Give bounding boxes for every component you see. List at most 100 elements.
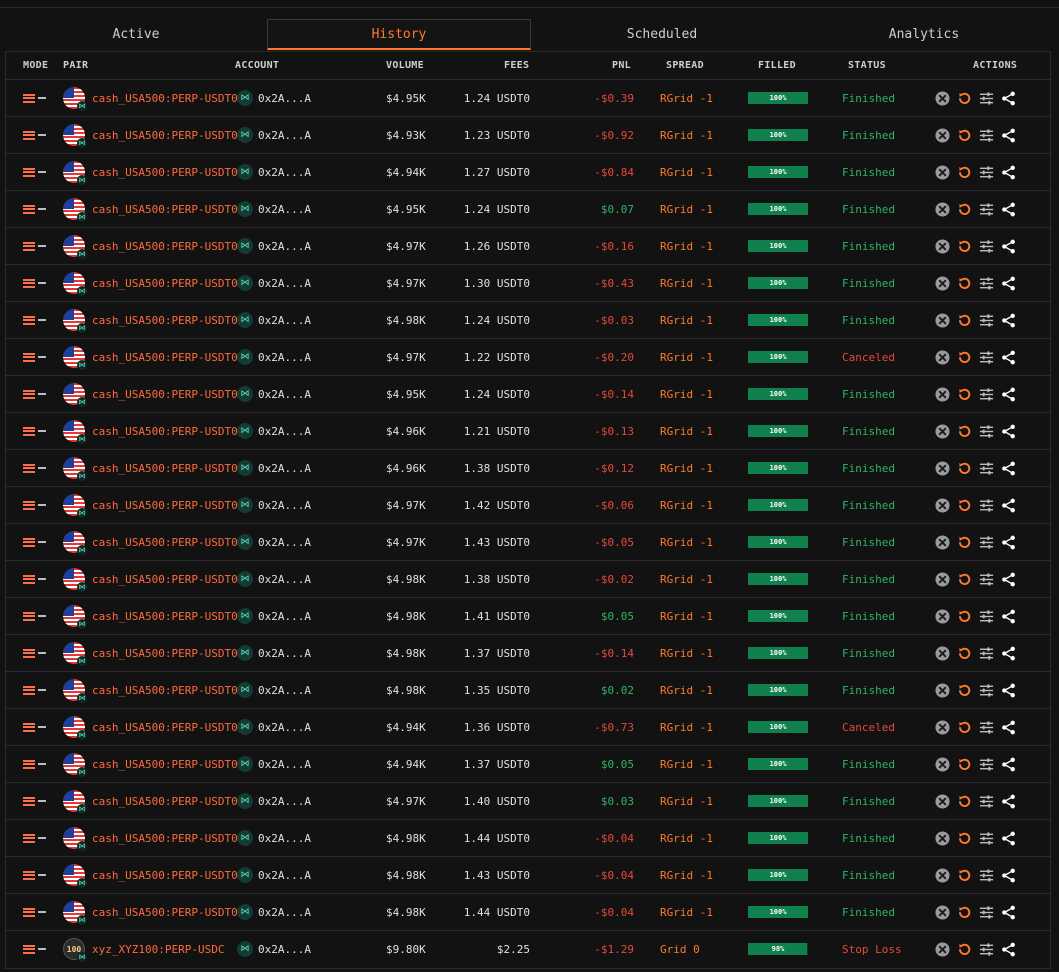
cancel-icon[interactable] bbox=[934, 571, 950, 587]
table-row[interactable]: ⋈ cash_USA500:PERP-USDT0 ⋈ 0x2A...A $4.9… bbox=[6, 561, 1050, 598]
restart-icon[interactable] bbox=[956, 460, 972, 476]
account-cell[interactable]: ⋈ 0x2A...A bbox=[237, 894, 311, 930]
restart-icon[interactable] bbox=[956, 201, 972, 217]
cancel-icon[interactable] bbox=[934, 645, 950, 661]
share-icon[interactable] bbox=[1000, 941, 1016, 957]
restart-icon[interactable] bbox=[956, 423, 972, 439]
restart-icon[interactable] bbox=[956, 127, 972, 143]
account-address[interactable]: 0x2A...A bbox=[258, 757, 311, 771]
account-cell[interactable]: ⋈ 0x2A...A bbox=[237, 746, 311, 782]
share-icon[interactable] bbox=[1000, 460, 1016, 476]
account-address[interactable]: 0x2A...A bbox=[258, 313, 311, 327]
settings-sliders-icon[interactable] bbox=[978, 608, 994, 624]
pair-cell[interactable]: ⋈ cash_USA500:PERP-USDT0 bbox=[63, 376, 238, 412]
settings-sliders-icon[interactable] bbox=[978, 423, 994, 439]
pair-name[interactable]: cash_USA500:PERP-USDT0 bbox=[92, 757, 238, 771]
tab-analytics[interactable]: Analytics bbox=[888, 27, 960, 42]
share-icon[interactable] bbox=[1000, 904, 1016, 920]
restart-icon[interactable] bbox=[956, 571, 972, 587]
share-icon[interactable] bbox=[1000, 645, 1016, 661]
pair-name[interactable]: cash_USA500:PERP-USDT0 bbox=[92, 128, 238, 142]
pair-name[interactable]: cash_USA500:PERP-USDT0 bbox=[92, 905, 238, 919]
account-cell[interactable]: ⋈ 0x2A...A bbox=[237, 561, 311, 597]
account-address[interactable]: 0x2A...A bbox=[258, 424, 311, 438]
share-icon[interactable] bbox=[1000, 719, 1016, 735]
account-cell[interactable]: ⋈ 0x2A...A bbox=[237, 191, 311, 227]
share-icon[interactable] bbox=[1000, 127, 1016, 143]
pair-name[interactable]: cash_USA500:PERP-USDT0 bbox=[92, 498, 238, 512]
table-row[interactable]: ⋈ cash_USA500:PERP-USDT0 ⋈ 0x2A...A $4.9… bbox=[6, 894, 1050, 931]
cancel-icon[interactable] bbox=[934, 386, 950, 402]
account-address[interactable]: 0x2A...A bbox=[258, 646, 311, 660]
account-address[interactable]: 0x2A...A bbox=[258, 609, 311, 623]
restart-icon[interactable] bbox=[956, 756, 972, 772]
restart-icon[interactable] bbox=[956, 682, 972, 698]
table-row[interactable]: ⋈ cash_USA500:PERP-USDT0 ⋈ 0x2A...A $4.9… bbox=[6, 228, 1050, 265]
table-row[interactable]: ⋈ cash_USA500:PERP-USDT0 ⋈ 0x2A...A $4.9… bbox=[6, 339, 1050, 376]
account-cell[interactable]: ⋈ 0x2A...A bbox=[237, 302, 311, 338]
account-cell[interactable]: ⋈ 0x2A...A bbox=[237, 450, 311, 486]
account-cell[interactable]: ⋈ 0x2A...A bbox=[237, 80, 311, 116]
restart-icon[interactable] bbox=[956, 830, 972, 846]
share-icon[interactable] bbox=[1000, 534, 1016, 550]
cancel-icon[interactable] bbox=[934, 793, 950, 809]
settings-sliders-icon[interactable] bbox=[978, 460, 994, 476]
column-header-spread[interactable]: SPREAD bbox=[666, 60, 704, 71]
share-icon[interactable] bbox=[1000, 571, 1016, 587]
restart-icon[interactable] bbox=[956, 645, 972, 661]
settings-sliders-icon[interactable] bbox=[978, 164, 994, 180]
cancel-icon[interactable] bbox=[934, 238, 950, 254]
account-address[interactable]: 0x2A...A bbox=[258, 868, 311, 882]
settings-sliders-icon[interactable] bbox=[978, 497, 994, 513]
pair-name[interactable]: cash_USA500:PERP-USDT0 bbox=[92, 794, 238, 808]
settings-sliders-icon[interactable] bbox=[978, 645, 994, 661]
account-cell[interactable]: ⋈ 0x2A...A bbox=[237, 265, 311, 301]
pair-cell[interactable]: ⋈ cash_USA500:PERP-USDT0 bbox=[63, 524, 238, 560]
account-address[interactable]: 0x2A...A bbox=[258, 794, 311, 808]
settings-sliders-icon[interactable] bbox=[978, 941, 994, 957]
settings-sliders-icon[interactable] bbox=[978, 127, 994, 143]
share-icon[interactable] bbox=[1000, 867, 1016, 883]
pair-cell[interactable]: ⋈ cash_USA500:PERP-USDT0 bbox=[63, 80, 238, 116]
pair-cell[interactable]: ⋈ cash_USA500:PERP-USDT0 bbox=[63, 857, 238, 893]
cancel-icon[interactable] bbox=[934, 127, 950, 143]
settings-sliders-icon[interactable] bbox=[978, 867, 994, 883]
share-icon[interactable] bbox=[1000, 608, 1016, 624]
pair-name[interactable]: cash_USA500:PERP-USDT0 bbox=[92, 609, 238, 623]
cancel-icon[interactable] bbox=[934, 534, 950, 550]
pair-cell[interactable]: ⋈ cash_USA500:PERP-USDT0 bbox=[63, 672, 238, 708]
account-address[interactable]: 0x2A...A bbox=[258, 905, 311, 919]
table-row[interactable]: ⋈ cash_USA500:PERP-USDT0 ⋈ 0x2A...A $4.9… bbox=[6, 857, 1050, 894]
cancel-icon[interactable] bbox=[934, 719, 950, 735]
tab-history[interactable]: History bbox=[267, 19, 531, 50]
settings-sliders-icon[interactable] bbox=[978, 349, 994, 365]
pair-cell[interactable]: ⋈ cash_USA500:PERP-USDT0 bbox=[63, 450, 238, 486]
table-row[interactable]: ⋈ cash_USA500:PERP-USDT0 ⋈ 0x2A...A $4.9… bbox=[6, 709, 1050, 746]
pair-name[interactable]: cash_USA500:PERP-USDT0 bbox=[92, 313, 238, 327]
account-address[interactable]: 0x2A...A bbox=[258, 202, 311, 216]
restart-icon[interactable] bbox=[956, 904, 972, 920]
settings-sliders-icon[interactable] bbox=[978, 719, 994, 735]
table-row[interactable]: ⋈ cash_USA500:PERP-USDT0 ⋈ 0x2A...A $4.9… bbox=[6, 450, 1050, 487]
table-row[interactable]: ⋈ cash_USA500:PERP-USDT0 ⋈ 0x2A...A $4.9… bbox=[6, 302, 1050, 339]
pair-cell[interactable]: ⋈ cash_USA500:PERP-USDT0 bbox=[63, 487, 238, 523]
share-icon[interactable] bbox=[1000, 830, 1016, 846]
pair-cell[interactable]: ⋈ cash_USA500:PERP-USDT0 bbox=[63, 561, 238, 597]
cancel-icon[interactable] bbox=[934, 460, 950, 476]
column-header-account[interactable]: ACCOUNT bbox=[235, 60, 280, 71]
pair-cell[interactable]: ⋈ cash_USA500:PERP-USDT0 bbox=[63, 154, 238, 190]
settings-sliders-icon[interactable] bbox=[978, 756, 994, 772]
account-address[interactable]: 0x2A...A bbox=[258, 720, 311, 734]
pair-name[interactable]: cash_USA500:PERP-USDT0 bbox=[92, 868, 238, 882]
share-icon[interactable] bbox=[1000, 756, 1016, 772]
account-address[interactable]: 0x2A...A bbox=[258, 350, 311, 364]
settings-sliders-icon[interactable] bbox=[978, 201, 994, 217]
table-row[interactable]: ⋈ cash_USA500:PERP-USDT0 ⋈ 0x2A...A $4.9… bbox=[6, 413, 1050, 450]
pair-name[interactable]: cash_USA500:PERP-USDT0 bbox=[92, 646, 238, 660]
restart-icon[interactable] bbox=[956, 534, 972, 550]
account-cell[interactable]: ⋈ 0x2A...A bbox=[237, 376, 311, 412]
account-cell[interactable]: ⋈ 0x2A...A bbox=[237, 709, 311, 745]
settings-sliders-icon[interactable] bbox=[978, 534, 994, 550]
cancel-icon[interactable] bbox=[934, 830, 950, 846]
settings-sliders-icon[interactable] bbox=[978, 386, 994, 402]
